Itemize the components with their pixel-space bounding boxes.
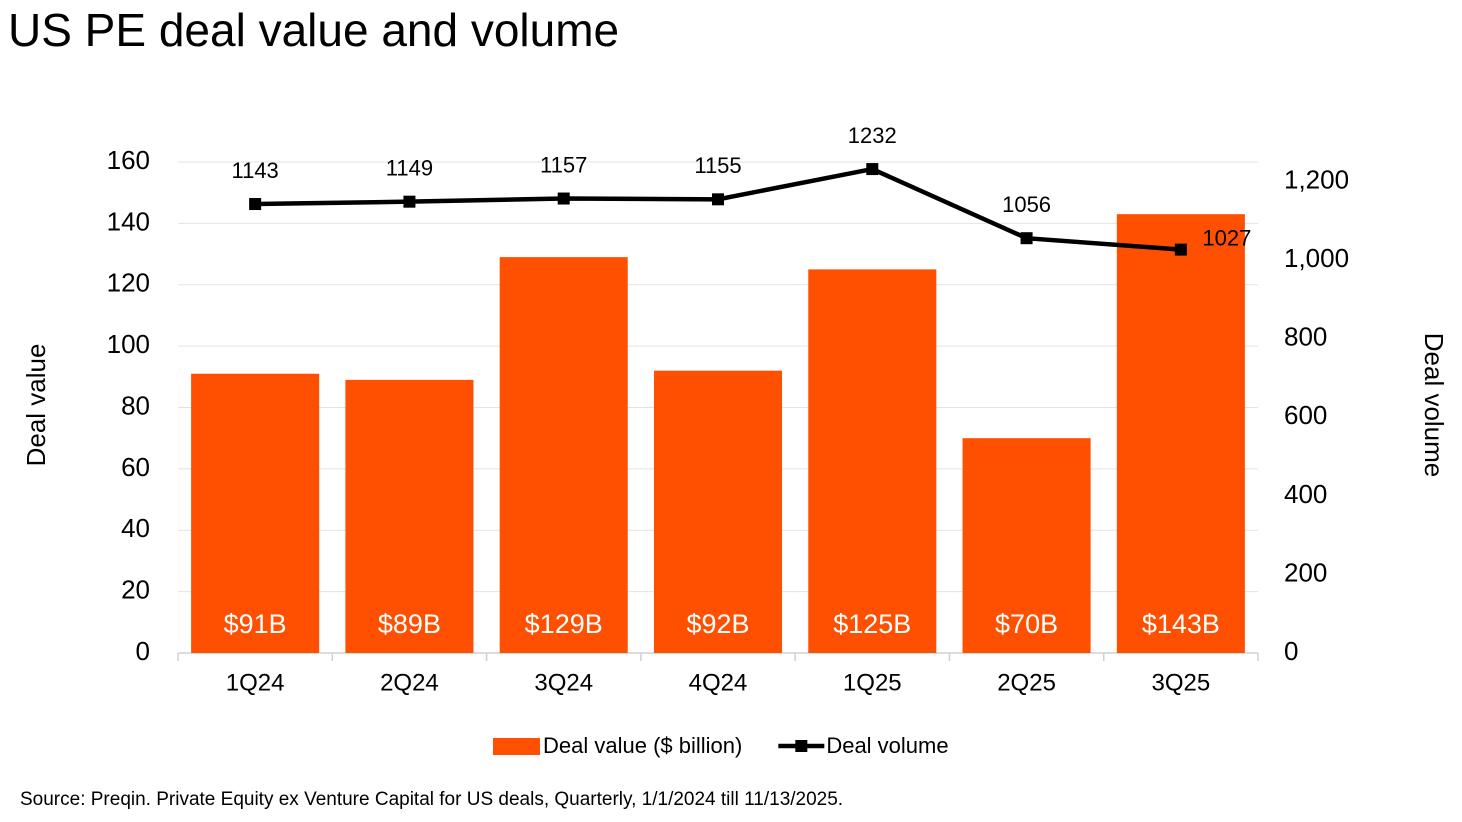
y-tick-label: 40 [121, 513, 150, 543]
line-marker [249, 198, 262, 211]
bar [499, 257, 628, 653]
y2-tick-label: 1,200 [1284, 165, 1349, 195]
chart-title: US PE deal value and volume [8, 4, 619, 56]
y-tick-label: 100 [107, 329, 150, 359]
y-tick-label: 60 [121, 452, 150, 482]
x-tick-label: 3Q25 [1151, 669, 1210, 696]
legend-label: Deal volume [826, 733, 948, 758]
bar-value-label: $70B [995, 609, 1058, 639]
x-tick-label: 1Q24 [226, 669, 285, 696]
y2-tick-label: 600 [1284, 400, 1327, 430]
y2-axis-title: Deal volume [1419, 333, 1449, 478]
legend-label: Deal value ($ billion) [543, 733, 742, 758]
x-tick-label: 2Q25 [997, 669, 1056, 696]
y2-tick-label: 0 [1284, 636, 1298, 666]
line-marker [557, 192, 570, 205]
bar-value-label: $89B [378, 609, 441, 639]
bar [345, 379, 474, 653]
legend-swatch [493, 738, 540, 755]
y-tick-label: 140 [107, 206, 150, 236]
bar-value-label: $129B [525, 609, 603, 639]
source-note: Source: Preqin. Private Equity ex Ventur… [20, 789, 843, 810]
bar-value-label: $125B [833, 609, 911, 639]
y-tick-label: 120 [107, 268, 150, 298]
y-tick-label: 160 [107, 145, 150, 175]
bar [653, 370, 783, 653]
line-marker [712, 193, 724, 206]
x-tick-label: 4Q24 [689, 669, 748, 696]
bar [191, 373, 320, 653]
bar [1116, 214, 1245, 653]
line-value-label: 1232 [848, 123, 897, 148]
bar [808, 269, 937, 653]
y2-tick-label: 200 [1284, 557, 1327, 587]
y-axis-title: Deal value [21, 344, 51, 467]
line-value-label: 1027 [1202, 225, 1251, 250]
y-tick-label: 20 [121, 575, 150, 605]
y2-tick-label: 1,000 [1284, 243, 1349, 273]
line-value-label: 1157 [540, 152, 587, 177]
line-marker [866, 163, 879, 176]
x-tick-label: 2Q24 [380, 669, 439, 696]
y2-tick-label: 800 [1284, 322, 1327, 352]
y-tick-label: 80 [121, 390, 150, 420]
line-value-label: 1143 [231, 158, 278, 183]
bar-value-label: $143B [1142, 609, 1220, 639]
bar-value-label: $91B [224, 609, 287, 639]
y-tick-label: 0 [136, 636, 150, 666]
line-marker [1174, 243, 1187, 256]
line-marker [1020, 232, 1033, 245]
bar [962, 438, 1091, 653]
line-value-label: 1056 [1002, 192, 1051, 217]
legend-swatch-marker [795, 740, 808, 752]
line-value-label: 1155 [694, 153, 741, 178]
x-tick-label: 1Q25 [843, 669, 902, 696]
y2-tick-label: 400 [1284, 479, 1327, 509]
bar-value-label: $92B [686, 609, 749, 639]
line-value-label: 1149 [386, 155, 433, 180]
x-tick-label: 3Q24 [534, 669, 593, 696]
line-marker [403, 195, 416, 208]
